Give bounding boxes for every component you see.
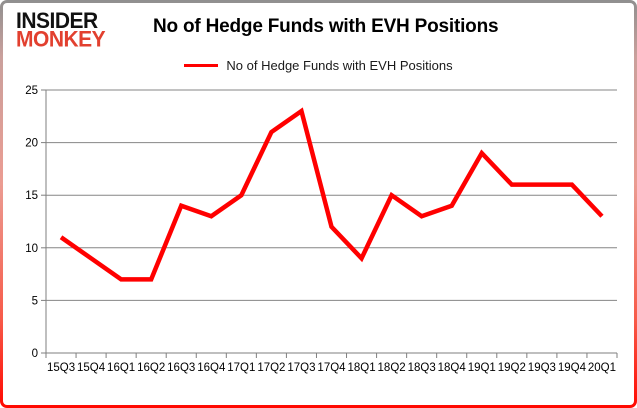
y-axis-label-5: 5 — [32, 295, 38, 307]
y-axis-label-0: 0 — [32, 348, 38, 360]
logo-line-insider: INSIDER — [16, 8, 98, 33]
insider-monkey-logo: INSIDER MONKEY — [16, 8, 106, 53]
x-axis-label-16Q3: 16Q3 — [167, 362, 195, 374]
x-axis-label-19Q3: 19Q3 — [528, 362, 556, 374]
chart-card: INSIDER MONKEY No of Hedge Funds with EV… — [3, 3, 634, 405]
x-axis-label-17Q2: 17Q2 — [257, 362, 285, 374]
x-axis-label-20Q1: 20Q1 — [588, 362, 616, 374]
x-axis-label-15Q3: 15Q3 — [47, 362, 75, 374]
x-axis-label-16Q4: 16Q4 — [197, 362, 226, 374]
x-axis-label-17Q1: 17Q1 — [227, 362, 255, 374]
legend-label: No of Hedge Funds with EVH Positions — [226, 58, 453, 73]
y-axis-label-15: 15 — [25, 190, 38, 202]
x-axis-label-18Q1: 18Q1 — [347, 362, 375, 374]
y-axis-label-20: 20 — [25, 138, 38, 150]
y-axis-label-25: 25 — [25, 85, 38, 97]
x-axis-label-19Q2: 19Q2 — [498, 362, 526, 374]
legend: No of Hedge Funds with EVH Positions — [3, 58, 634, 73]
x-axis-label-18Q3: 18Q3 — [408, 362, 436, 374]
x-axis-label-18Q4: 18Q4 — [438, 362, 467, 374]
evh-positions-line — [59, 107, 604, 282]
x-axis-label-15Q4: 15Q4 — [77, 362, 106, 374]
x-axis-label-19Q4: 19Q4 — [558, 362, 587, 374]
logo-line-monkey: MONKEY — [16, 28, 106, 53]
x-axis-label-16Q1: 16Q1 — [107, 362, 135, 374]
legend-line-swatch — [184, 64, 219, 67]
x-axis-label-19Q1: 19Q1 — [468, 362, 496, 374]
x-axis-label-17Q4: 17Q4 — [317, 362, 346, 374]
x-axis-label-16Q2: 16Q2 — [137, 362, 165, 374]
x-axis-label-17Q3: 17Q3 — [287, 362, 315, 374]
x-axis-label-18Q2: 18Q2 — [378, 362, 406, 374]
chart-title: No of Hedge Funds with EVH Positions — [153, 16, 499, 37]
y-axis-label-10: 10 — [25, 243, 38, 255]
